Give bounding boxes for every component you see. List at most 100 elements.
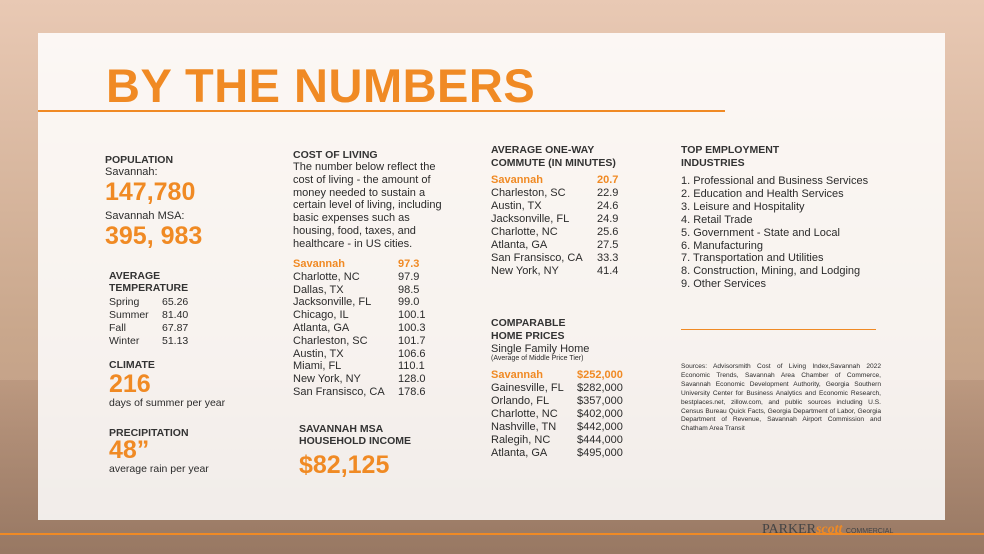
heading: AVERAGE ONE-WAY bbox=[491, 144, 595, 156]
row-label: Summer bbox=[109, 309, 149, 321]
row-label: Winter bbox=[109, 335, 140, 347]
row-label: Charleston, SC bbox=[491, 187, 566, 199]
heading: AVERAGE bbox=[109, 270, 161, 282]
row-value: $495,000 bbox=[577, 447, 623, 459]
title: BY THE NUMBERS bbox=[106, 59, 536, 112]
list-item: 7. Transportation and Utilities bbox=[681, 252, 824, 265]
row-value: 128.0 bbox=[398, 373, 426, 386]
list-item: 6. Manufacturing bbox=[681, 239, 763, 252]
subheading: Single Family Home bbox=[491, 343, 590, 355]
row-label: Jacksonville, FL bbox=[293, 296, 372, 309]
caption: average rain per year bbox=[109, 463, 209, 475]
heading: HOUSEHOLD INCOME bbox=[299, 435, 412, 447]
row-value: $282,000 bbox=[577, 382, 623, 394]
row-value: 20.7 bbox=[597, 174, 619, 186]
row-value: $402,000 bbox=[577, 408, 623, 420]
row-label: Savannah bbox=[491, 174, 543, 186]
row-value: 100.3 bbox=[398, 322, 426, 334]
title-rule bbox=[38, 110, 725, 112]
row-label: New York, NY bbox=[293, 373, 361, 386]
heading: INDUSTRIES bbox=[681, 157, 745, 169]
list-item: 1. Professional and Business Services bbox=[681, 175, 869, 187]
heading: TOP EMPLOYMENT bbox=[681, 144, 780, 156]
value: 395, 983 bbox=[105, 222, 203, 250]
row-label: Orlando, FL bbox=[491, 395, 550, 407]
row-label: Chicago, IL bbox=[293, 309, 349, 322]
row-label: San Fransisco, CA bbox=[293, 386, 385, 398]
row-label: Gainesville, FL bbox=[491, 382, 564, 394]
row-value: 65.26 bbox=[162, 296, 189, 308]
label: Savannah MSA: bbox=[105, 210, 185, 222]
row-label: Charleston, SC bbox=[293, 334, 368, 347]
list-item: 3. Leisure and Hospitality bbox=[681, 200, 805, 213]
value: 48” bbox=[109, 436, 150, 464]
caption: days of summer per year bbox=[109, 397, 226, 409]
row-label: Austin, TX bbox=[293, 347, 344, 360]
list-item: 8. Construction, Mining, and Lodging bbox=[681, 265, 861, 278]
row-value: 24.9 bbox=[597, 213, 619, 225]
label: Savannah: bbox=[105, 166, 158, 178]
sources: Sources: Advisorsmith Cost of Living Ind… bbox=[681, 363, 881, 433]
logo: PARKERscott COMMERCIAL bbox=[762, 522, 893, 538]
footer-rule bbox=[0, 533, 984, 535]
row-value: 98.5 bbox=[398, 283, 420, 296]
row-value: 41.4 bbox=[597, 265, 619, 277]
heading: COMPARABLE bbox=[491, 317, 566, 329]
row-label: Savannah bbox=[293, 258, 345, 270]
row-label: Spring bbox=[109, 296, 140, 308]
row-value: 97.9 bbox=[398, 270, 420, 283]
logo-text: PARKER bbox=[762, 522, 816, 537]
row-label: Dallas, TX bbox=[293, 283, 344, 296]
row-label: New York, NY bbox=[491, 265, 559, 277]
row-label: Atlanta, GA bbox=[491, 447, 548, 459]
row-label: Austin, TX bbox=[491, 200, 542, 212]
heading: COMMUTE (IN MINUTES) bbox=[491, 157, 616, 169]
heading: POPULATION bbox=[105, 154, 174, 166]
row-value: 100.1 bbox=[398, 309, 426, 322]
row-value: 25.6 bbox=[597, 226, 619, 238]
row-value: $442,000 bbox=[577, 421, 623, 433]
row-label: Ralegih, NC bbox=[491, 434, 551, 446]
row-label: Nashville, TN bbox=[491, 421, 557, 433]
row-label: Jacksonville, FL bbox=[491, 213, 570, 225]
list-item: 4. Retail Trade bbox=[681, 213, 753, 226]
row-label: Charlotte, NC bbox=[491, 226, 558, 238]
list-item: 5. Government - State and Local bbox=[681, 226, 840, 239]
row-label: Charlotte, NC bbox=[293, 270, 360, 283]
row-value: 101.7 bbox=[398, 334, 426, 347]
logo-text: scott bbox=[815, 522, 843, 537]
heading: PRECIPITATION bbox=[109, 427, 189, 439]
row-value: 22.9 bbox=[597, 187, 619, 199]
row-value: $357,000 bbox=[577, 395, 623, 407]
row-value: $444,000 bbox=[577, 434, 623, 446]
row-label: Atlanta, GA bbox=[293, 322, 350, 334]
row-label: Charlotte, NC bbox=[491, 408, 558, 420]
heading: HOME PRICES bbox=[491, 330, 565, 342]
row-value: 33.3 bbox=[597, 252, 619, 264]
heading: COST OF LIVING bbox=[293, 149, 378, 161]
heading: TEMPERATURE bbox=[109, 282, 189, 294]
panel bbox=[38, 33, 945, 520]
row-value: 106.6 bbox=[398, 347, 426, 360]
row-value: 27.5 bbox=[597, 239, 619, 251]
row-value: $252,000 bbox=[577, 369, 623, 381]
value: $82,125 bbox=[299, 451, 390, 479]
row-label: San Fransisco, CA bbox=[491, 252, 583, 264]
row-value: 51.13 bbox=[162, 335, 189, 347]
row-label: Savannah bbox=[491, 369, 543, 381]
row-label: Fall bbox=[109, 322, 126, 334]
heading: SAVANNAH MSA bbox=[299, 423, 384, 435]
row-label: Miami, FL bbox=[293, 360, 342, 373]
description: The number below reflect the cost of liv… bbox=[293, 161, 442, 250]
row-value: 81.40 bbox=[162, 309, 189, 321]
row-value: 110.1 bbox=[398, 360, 425, 373]
row-value: 67.87 bbox=[162, 322, 189, 334]
list-item: 9. Other Services bbox=[681, 278, 766, 291]
heading: CLIMATE bbox=[109, 359, 155, 371]
list-item: 2. Education and Health Services bbox=[681, 187, 844, 200]
row-value: 97.3 bbox=[398, 258, 420, 270]
value: 216 bbox=[109, 370, 151, 398]
rule bbox=[681, 329, 876, 330]
row-label: Atlanta, GA bbox=[491, 239, 548, 251]
